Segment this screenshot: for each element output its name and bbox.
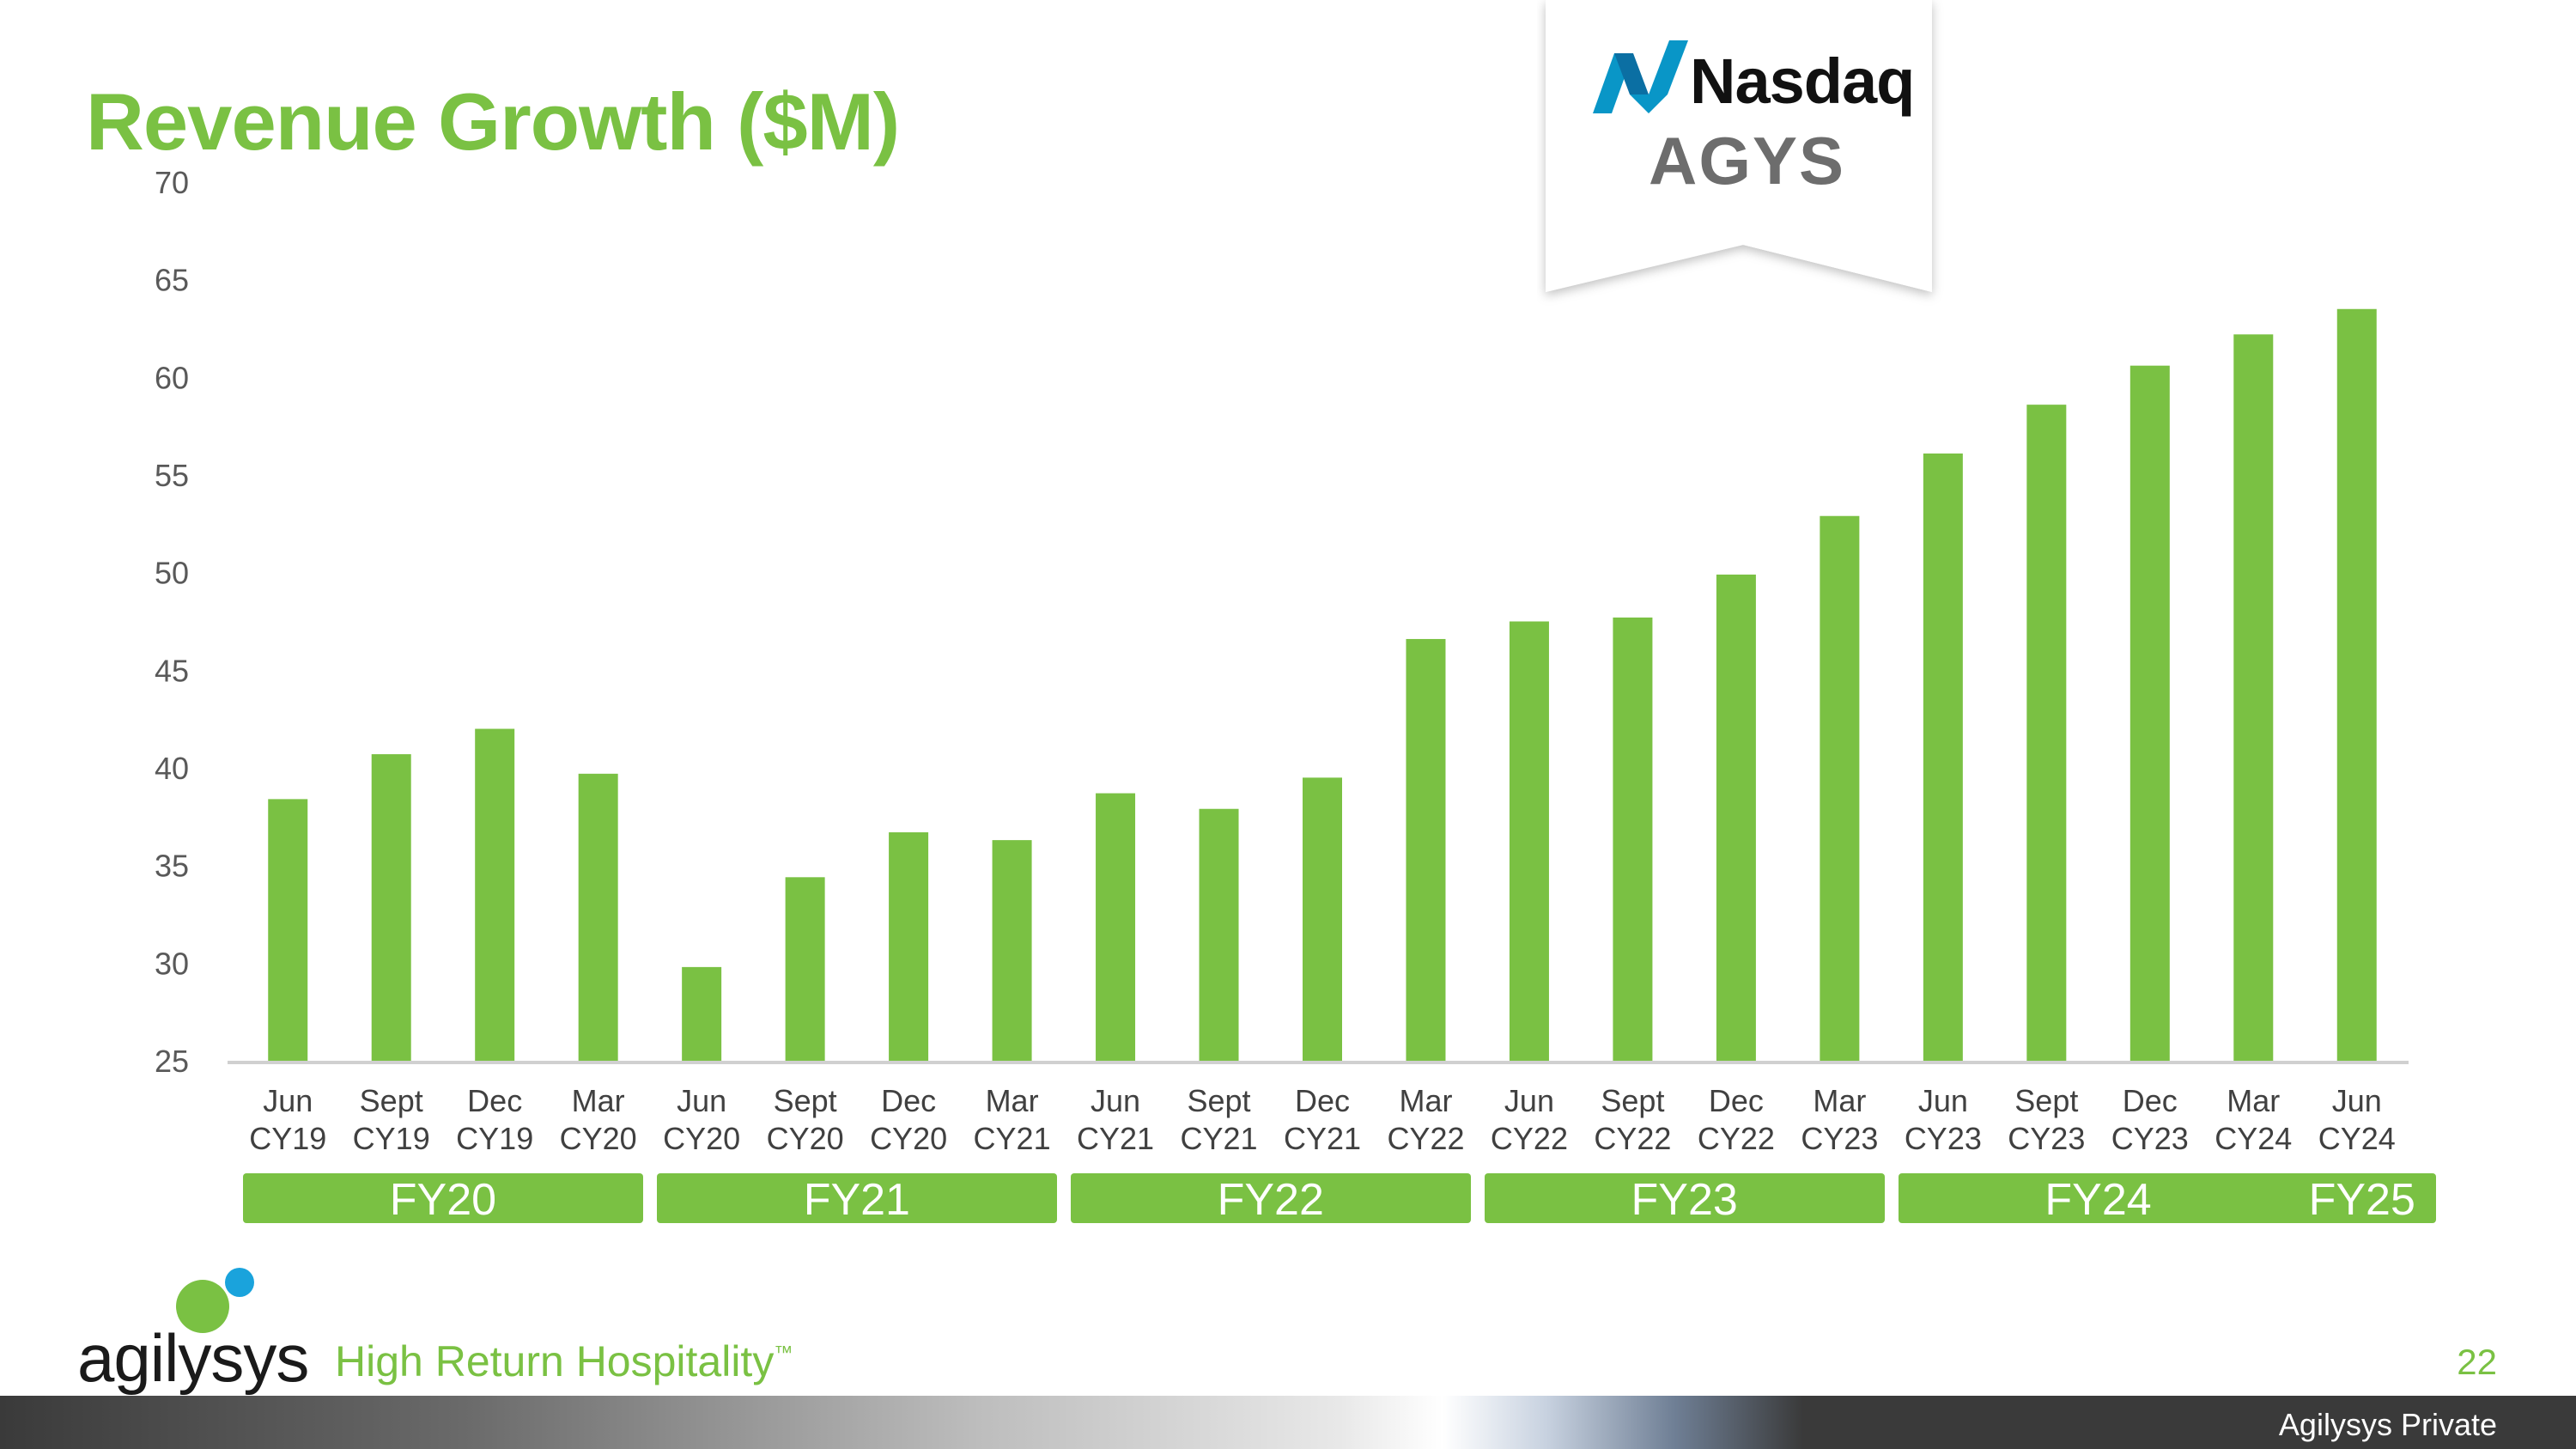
footer-label: Agilysys Private: [2278, 1407, 2497, 1442]
x-tick-label-year: CY21: [974, 1121, 1051, 1156]
page-title: Revenue Growth ($M): [86, 76, 900, 167]
x-tick-label-month: Dec: [1295, 1083, 1350, 1118]
tagline-text: High Return Hospitality: [335, 1337, 775, 1385]
fiscal-year-band-fy24: FY24: [1898, 1173, 2299, 1225]
x-tick-label-year: CY19: [249, 1121, 326, 1156]
x-tick-label-year: CY21: [1180, 1121, 1257, 1156]
y-tick-label: 30: [155, 946, 189, 981]
trademark-symbol: ™: [774, 1342, 793, 1363]
page-number: 22: [2457, 1342, 2497, 1382]
x-tick-label-month: Dec: [881, 1083, 936, 1118]
y-tick-label: 55: [155, 458, 189, 493]
x-tick-label-month: Jun: [1091, 1083, 1140, 1118]
x-tick-label-month: Dec: [467, 1083, 522, 1118]
y-tick-label: 45: [155, 653, 189, 688]
x-tick-label-month: Sept: [774, 1083, 837, 1118]
bar: [1303, 777, 1342, 1061]
x-tick-label-year: CY23: [1905, 1121, 1982, 1156]
bar: [1199, 808, 1239, 1061]
bar: [2026, 405, 2067, 1061]
ticker-symbol: AGYS: [1649, 123, 1846, 198]
y-tick-label: 25: [155, 1044, 189, 1079]
x-tick-label-month: Jun: [1918, 1083, 1968, 1118]
x-tick-label-month: Jun: [1504, 1083, 1554, 1118]
x-tick-label-month: Mar: [1813, 1083, 1866, 1118]
x-tick-label-year: CY19: [353, 1121, 430, 1156]
x-tick-label-month: Jun: [677, 1083, 726, 1118]
y-axis: 25 30 35 40 45 50 55 60 65 70: [155, 165, 189, 1079]
x-tick-label-year: CY24: [2215, 1121, 2292, 1156]
x-tick-label-month: Sept: [2014, 1083, 2078, 1118]
fiscal-year-band-fy20: FY20: [243, 1173, 643, 1225]
tagline: High Return Hospitality™: [335, 1336, 793, 1386]
x-tick-label-year: CY24: [2318, 1121, 2396, 1156]
bar: [992, 840, 1032, 1061]
x-tick-label-year: CY20: [870, 1121, 947, 1156]
bar: [682, 966, 722, 1061]
bar: [2336, 308, 2377, 1061]
y-tick-label: 60: [155, 360, 189, 395]
x-tick-label-month: Mar: [572, 1083, 625, 1118]
bar: [1613, 617, 1653, 1061]
x-tick-label-month: Mar: [986, 1083, 1039, 1118]
x-tick-label-year: CY21: [1077, 1121, 1154, 1156]
bar: [1716, 574, 1756, 1061]
bar: [1820, 515, 1860, 1061]
bar: [475, 728, 515, 1061]
x-tick-label-month: Sept: [360, 1083, 423, 1118]
bar: [2233, 334, 2274, 1061]
y-tick-label: 50: [155, 556, 189, 591]
footer-bar: [0, 1396, 2576, 1449]
bar: [268, 799, 308, 1061]
y-tick-label: 35: [155, 849, 189, 884]
x-tick-label-month: Sept: [1601, 1083, 1664, 1118]
bar: [1096, 793, 1136, 1061]
x-tick-label-year: CY22: [1594, 1121, 1671, 1156]
fiscal-year-band-fy21: FY21: [656, 1173, 1057, 1225]
x-tick-label-year: CY22: [1387, 1121, 1464, 1156]
x-axis: JunCY19SeptCY19DecCY19MarCY20JunCY20Sept…: [249, 1083, 2396, 1156]
logo-dot-blue-icon: [225, 1268, 254, 1297]
bars: [268, 308, 2377, 1061]
y-tick-label: 40: [155, 751, 189, 786]
bar: [785, 877, 825, 1061]
bar: [1406, 638, 1446, 1061]
fiscal-year-band-fy25: FY25: [2287, 1173, 2436, 1225]
nasdaq-ribbon: [1546, 0, 1932, 292]
x-tick-label-year: CY22: [1698, 1121, 1775, 1156]
x-tick-label-year: CY20: [560, 1121, 637, 1156]
x-tick-label-year: CY20: [663, 1121, 740, 1156]
x-tick-label-month: Jun: [2332, 1083, 2382, 1118]
bar: [2129, 365, 2170, 1061]
x-tick-label-year: CY20: [767, 1121, 844, 1156]
fiscal-year-band-fy23: FY23: [1484, 1173, 1885, 1225]
x-tick-label-month: Mar: [2227, 1083, 2280, 1118]
bar: [371, 754, 411, 1061]
x-tick-label-month: Dec: [1709, 1083, 1764, 1118]
nasdaq-wordmark: Nasdaq: [1690, 46, 1915, 117]
x-tick-label-year: CY19: [456, 1121, 533, 1156]
x-tick-label-year: CY23: [2111, 1121, 2189, 1156]
x-tick-label-month: Dec: [2123, 1083, 2178, 1118]
y-tick-label: 70: [155, 165, 189, 200]
y-tick-label: 65: [155, 263, 189, 298]
bar: [1509, 621, 1549, 1061]
x-tick-label-month: Sept: [1187, 1083, 1250, 1118]
x-tick-label-year: CY23: [2008, 1121, 2085, 1156]
x-tick-label-month: Mar: [1399, 1083, 1452, 1118]
x-tick-label-month: Jun: [263, 1083, 313, 1118]
bar: [1923, 453, 1963, 1061]
bar: [889, 832, 929, 1061]
bar: [578, 773, 618, 1061]
x-tick-label-year: CY22: [1491, 1121, 1568, 1156]
logo-dot-green-icon: [176, 1280, 229, 1333]
x-tick-label-year: CY21: [1284, 1121, 1361, 1156]
nasdaq-logo-icon: [1593, 40, 1688, 113]
company-logo-text: agilysys: [77, 1320, 309, 1396]
fiscal-year-band-fy22: FY22: [1070, 1173, 1471, 1225]
x-tick-label-year: CY23: [1801, 1121, 1878, 1156]
